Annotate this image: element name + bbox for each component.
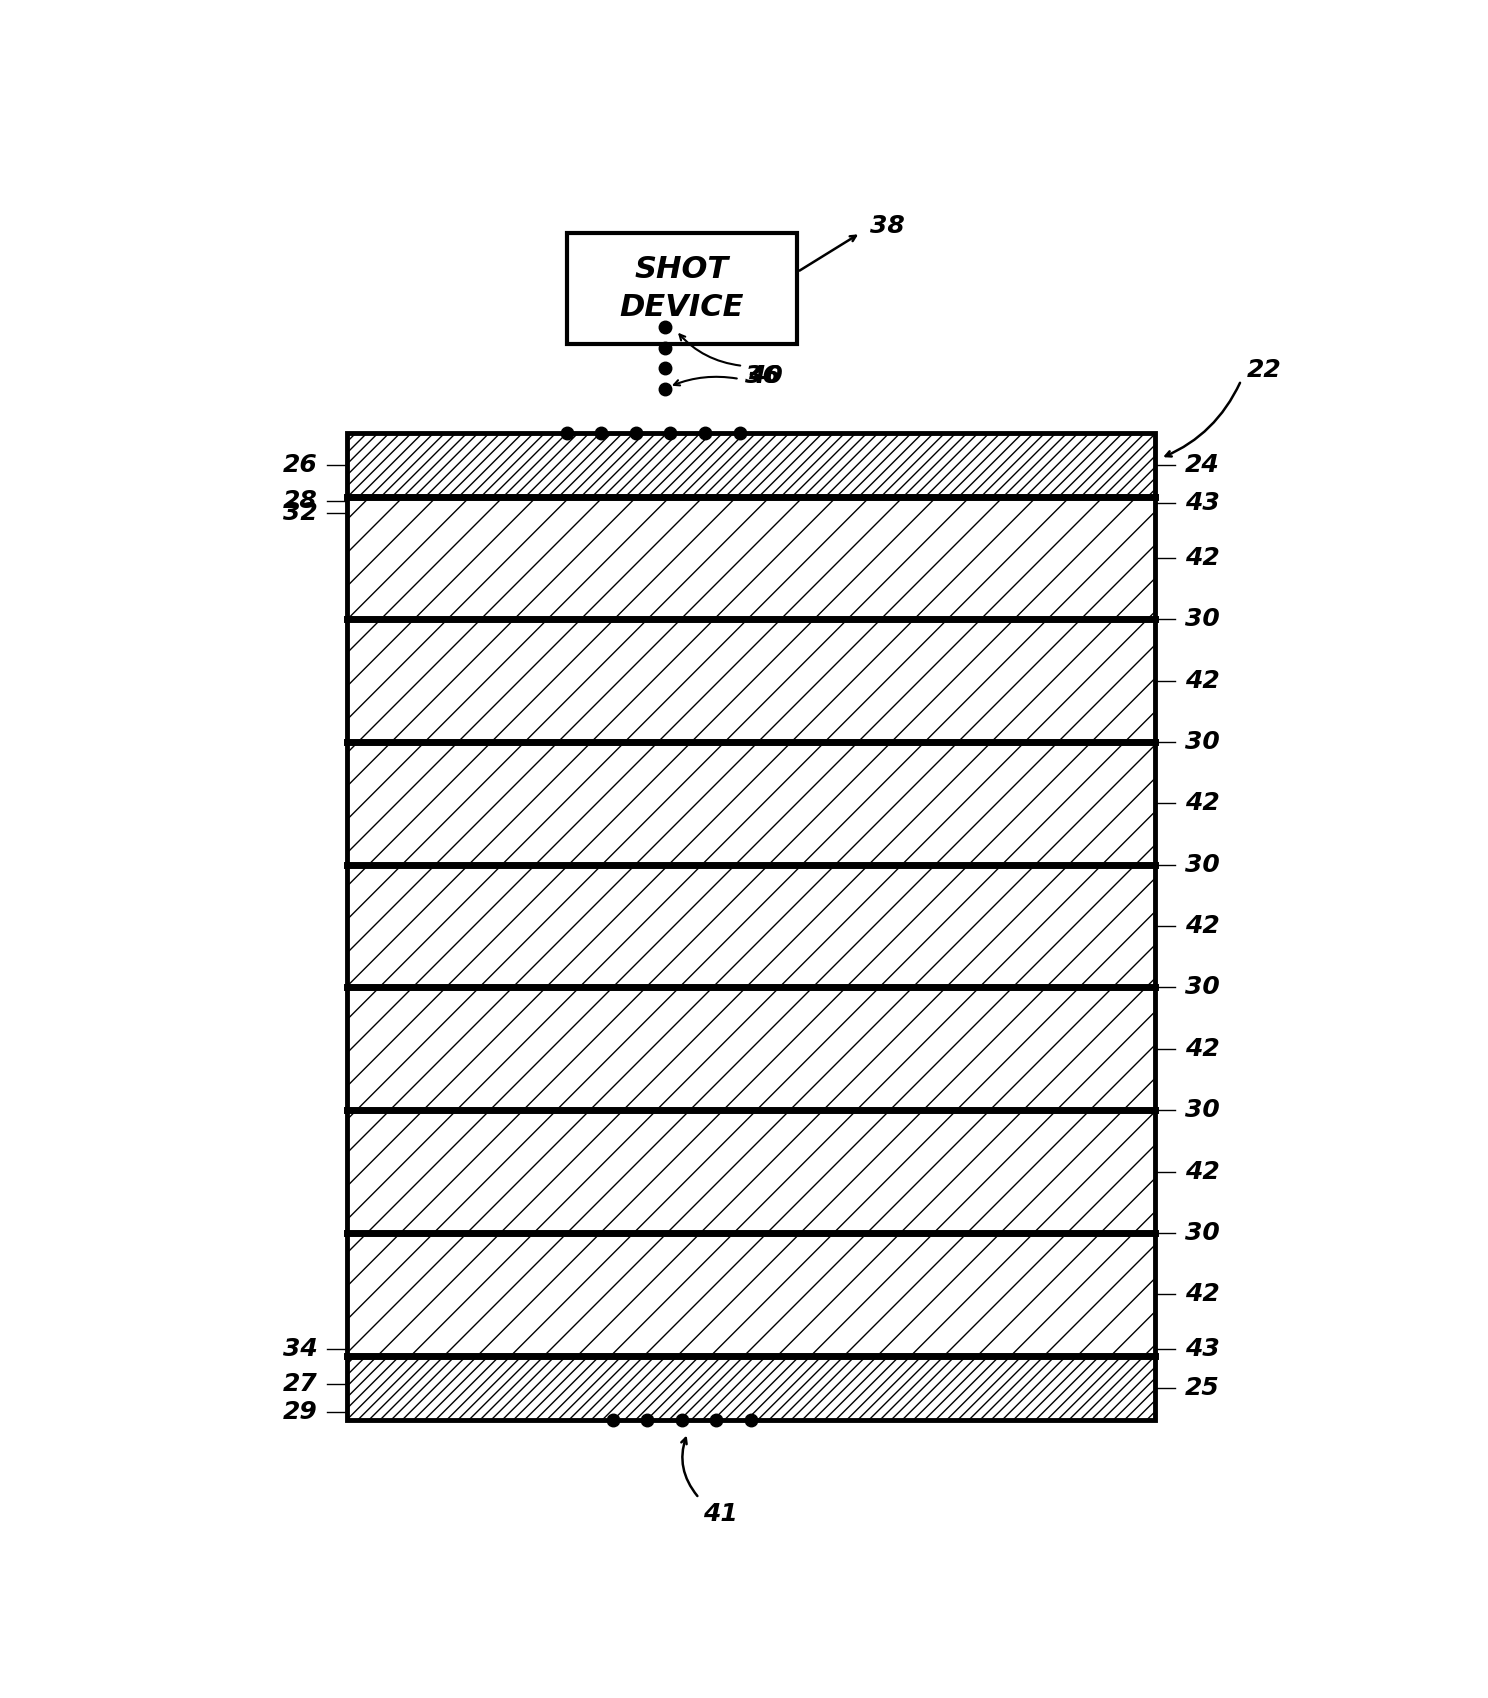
Bar: [348, 1110, 1155, 1233]
Bar: [348, 1355, 1155, 1420]
Text: 30: 30: [1184, 975, 1220, 1000]
Text: 42: 42: [1184, 669, 1220, 693]
Text: 42: 42: [1184, 1282, 1220, 1306]
Text: 32: 32: [283, 501, 317, 525]
Text: 42: 42: [1184, 1160, 1220, 1184]
Text: 42: 42: [1184, 914, 1220, 937]
Text: 28: 28: [283, 489, 317, 513]
Text: 30: 30: [1184, 1099, 1220, 1122]
Bar: [348, 742, 1155, 864]
Text: 22: 22: [1247, 358, 1281, 382]
Text: 30: 30: [1184, 1221, 1220, 1245]
Text: SHOT
DEVICE: SHOT DEVICE: [619, 255, 744, 323]
Text: 30: 30: [1184, 608, 1220, 632]
Bar: [348, 433, 1155, 498]
Text: 36: 36: [745, 365, 780, 389]
Text: 25: 25: [1184, 1375, 1220, 1399]
Text: 41: 41: [702, 1501, 738, 1527]
Text: 43: 43: [1184, 1336, 1220, 1362]
Text: 30: 30: [1184, 730, 1220, 754]
Text: 24: 24: [1184, 453, 1220, 477]
Text: 26: 26: [283, 453, 317, 477]
Text: 38: 38: [870, 214, 905, 238]
Text: 34: 34: [283, 1336, 317, 1362]
Text: 42: 42: [1184, 547, 1220, 571]
Bar: [348, 864, 1155, 988]
Bar: [567, 233, 798, 345]
Text: 27: 27: [283, 1372, 317, 1396]
Text: 30: 30: [1184, 852, 1220, 876]
Text: 42: 42: [1184, 1037, 1220, 1061]
Bar: [348, 620, 1155, 742]
Text: 40: 40: [747, 365, 783, 389]
Text: 29: 29: [283, 1399, 317, 1425]
Bar: [348, 433, 1155, 1420]
Bar: [348, 988, 1155, 1110]
Bar: [348, 498, 1155, 620]
Bar: [348, 1233, 1155, 1355]
Text: 42: 42: [1184, 791, 1220, 815]
Text: 43: 43: [1184, 491, 1220, 514]
